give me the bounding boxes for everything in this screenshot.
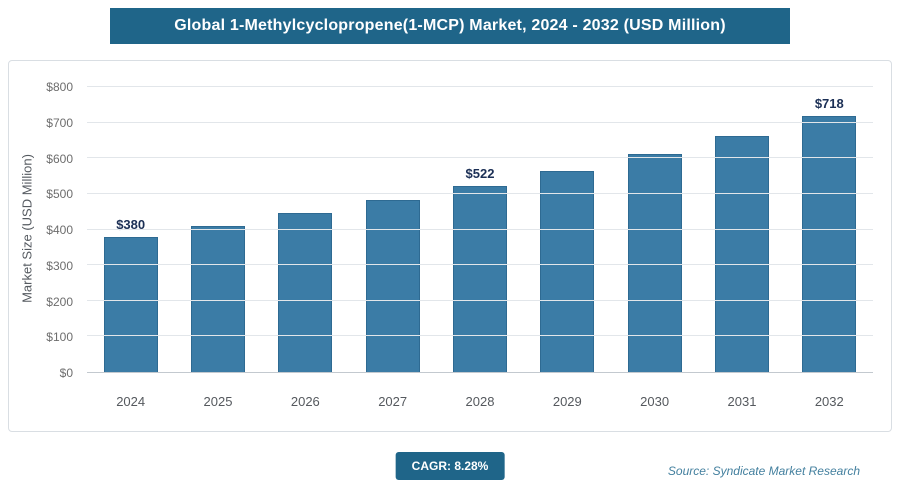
bar-2030 [627, 153, 682, 372]
bar-2028: $522 [452, 166, 508, 372]
gridline [87, 299, 873, 301]
bar-slot-2028: $522 [436, 87, 523, 372]
y-tick-label: $700 [46, 115, 73, 130]
x-tick-label-2030: 2030 [640, 393, 670, 409]
x-tick-label-2029: 2029 [552, 393, 582, 409]
y-tick-label: $100 [46, 330, 73, 345]
bar-2031 [714, 135, 770, 372]
bar-2032: $718 [802, 96, 857, 372]
y-tick-label: $800 [46, 80, 73, 94]
y-axis-ticks: $0 $100 $200 $300 $400 $500 $600 $700 $800 [9, 80, 79, 380]
gridline [87, 157, 873, 159]
x-tick-label-2031: 2031 [727, 393, 757, 409]
x-tick-label-2026: 2026 [290, 393, 320, 409]
bar-slot-2026 [262, 87, 349, 372]
x-tick-label-2027: 2027 [378, 393, 408, 409]
plot-area: $380 $522 $718 [87, 86, 873, 373]
bar-2029 [540, 170, 595, 372]
x-tick-label-2025: 2025 [203, 393, 233, 409]
bar-slot-2029 [524, 87, 611, 372]
x-tick-label-2032: 2032 [814, 393, 844, 409]
y-tick-label: $0 [59, 366, 73, 380]
bar-value-label-2032: $718 [814, 96, 844, 112]
bar-slot-2030 [611, 87, 698, 372]
source-text: Source: Syndicate Market Research [667, 464, 860, 478]
bar-2027 [365, 200, 420, 372]
y-tick-label: $400 [46, 223, 73, 237]
x-tick-label-2024: 2024 [116, 393, 146, 409]
chart-card: Market Size (USD Million) $0 $100 $200 $300… [8, 60, 892, 432]
bar-slot-2024: $380 [87, 87, 174, 372]
y-tick-label: $500 [46, 187, 73, 202]
gridline [87, 121, 873, 123]
gridline [87, 192, 873, 194]
x-axis-labels: 2024 2025 2026 2027 2028 2029 2030 2031 2032 [87, 385, 873, 417]
gridline [87, 86, 873, 87]
cagr-badge: CAGR: 8.28% [395, 452, 505, 480]
x-tick-label-2028: 2028 [465, 393, 495, 409]
bar-slot-2027 [349, 87, 436, 372]
bar-2026 [278, 213, 333, 372]
bar-slot-2031 [698, 87, 785, 372]
chart-title: Global 1-Methylcyclopropene(1-MCP) Marke… [174, 17, 726, 34]
bar-slot-2032: $718 [786, 87, 873, 372]
bar-value-label-2028: $522 [465, 166, 495, 182]
gridline [87, 228, 873, 230]
bars-container: $380 $522 $718 [87, 87, 873, 372]
y-tick-label: $600 [46, 151, 73, 166]
gridline [87, 335, 873, 337]
chart-title-bar: Global 1-Methylcyclopropene(1-MCP) Marke… [110, 8, 790, 44]
y-tick-label: $200 [46, 294, 73, 309]
bar-slot-2025 [174, 87, 261, 372]
y-tick-label: $300 [46, 258, 73, 273]
bar-2024: $380 [103, 217, 158, 372]
gridline [87, 264, 873, 266]
bar-2025 [190, 225, 246, 372]
bar-value-label-2024: $380 [116, 216, 146, 232]
